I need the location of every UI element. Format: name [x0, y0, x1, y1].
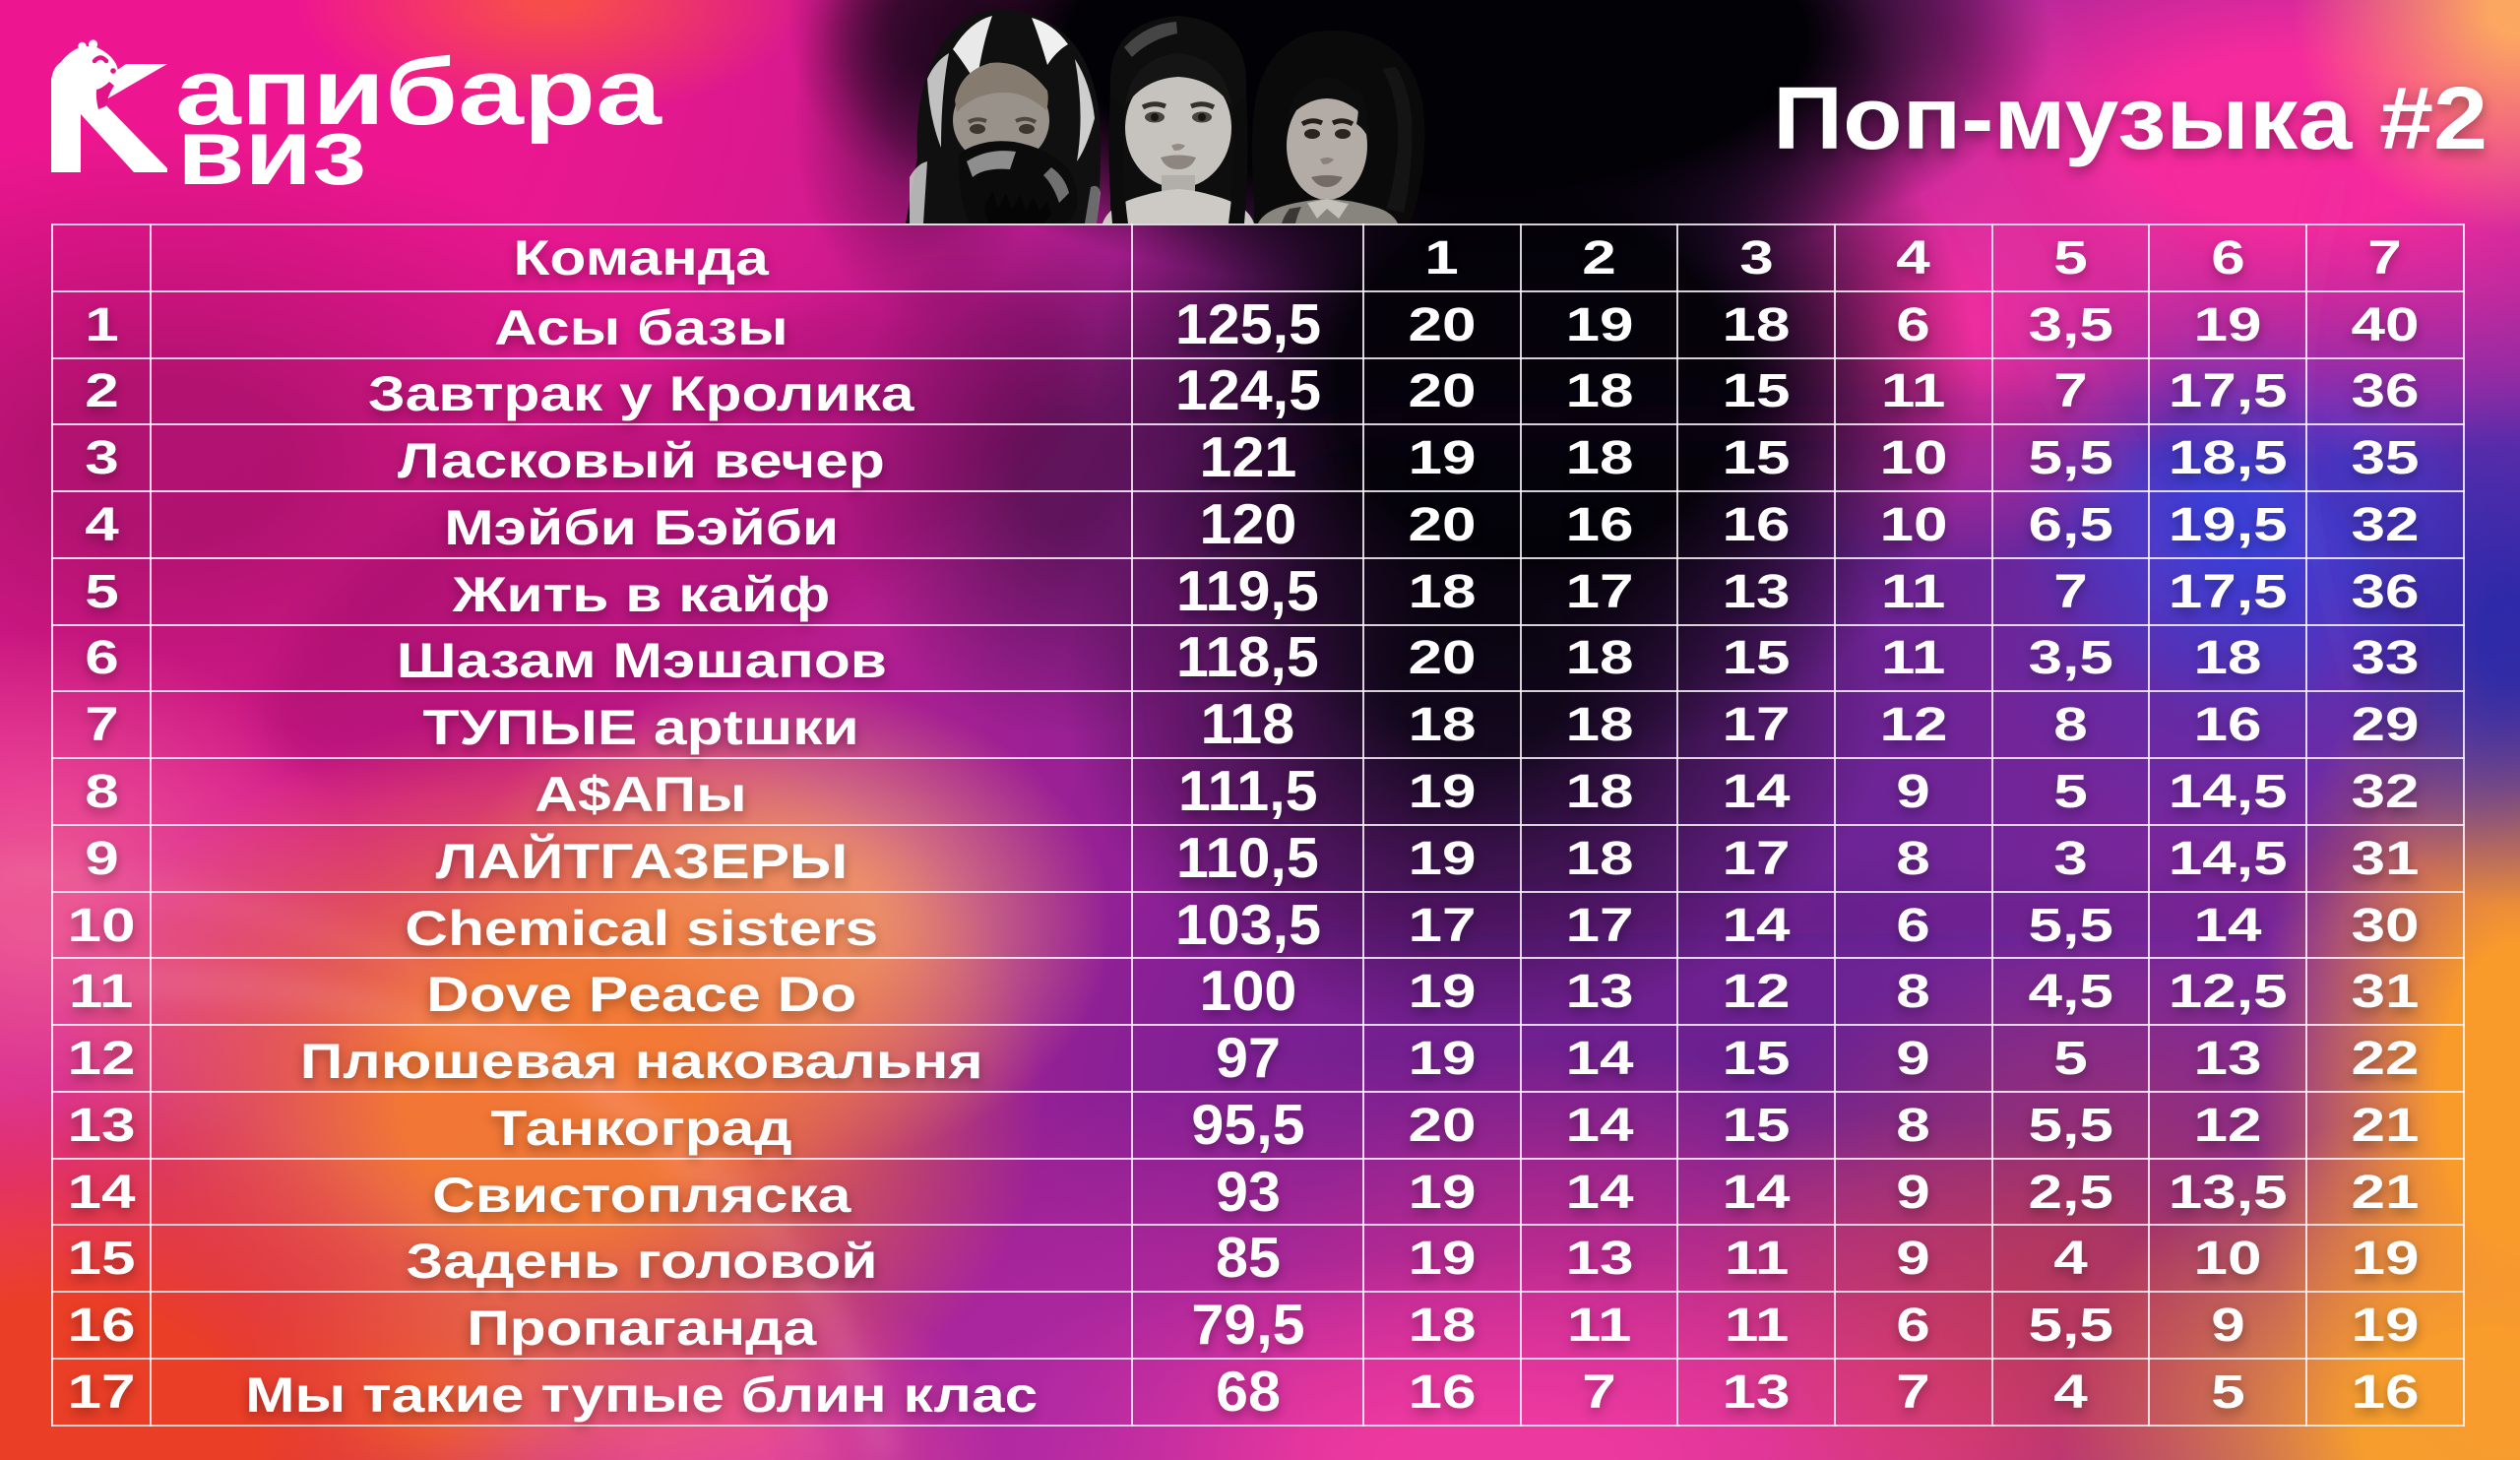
svg-text:виз: виз — [177, 99, 366, 205]
svg-text:апибара: апибара — [175, 39, 663, 145]
